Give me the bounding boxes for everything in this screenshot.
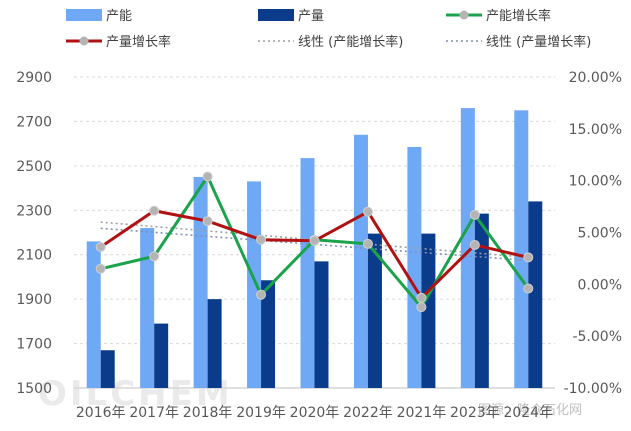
y-left-tick-label: 1500: [16, 381, 52, 397]
bar-capacity: [407, 146, 422, 388]
y-right-tick-label: -5.00%: [572, 329, 622, 345]
point-capacity-growth: [256, 289, 267, 300]
point-output-growth: [309, 235, 320, 246]
bar-output: [207, 299, 222, 388]
point-capacity-growth: [469, 209, 480, 220]
bar-output: [100, 350, 115, 388]
bar-output: [367, 233, 382, 388]
legend-swatch: [66, 9, 102, 21]
axes: 1500 1700 1900 2100 2300 2500 2700 2900 -10.00% -…: [16, 70, 622, 421]
bar-capacity: [353, 134, 368, 388]
y-right-tick-label: 5.00%: [578, 226, 622, 242]
y-left-tick-label: 1900: [16, 292, 52, 308]
bar-capacity: [460, 108, 475, 388]
x-tick-label: 2017年: [129, 405, 179, 421]
point-capacity-growth: [416, 302, 427, 313]
legend-item: 产能增长率: [446, 8, 551, 24]
point-output-growth: [523, 252, 534, 263]
bar-output: [261, 280, 276, 388]
legend-item: 线性 (产量增长率): [446, 34, 591, 50]
point-output-growth: [149, 205, 160, 216]
bar-output: [528, 201, 543, 388]
bar-output: [421, 233, 436, 388]
legend-label: 线性 (产量增长率): [486, 34, 591, 50]
trendline-output-growth: [100, 227, 529, 262]
legend-item: 产能: [66, 9, 132, 24]
legend-label: 产能增长率: [486, 8, 551, 24]
legend-label: 产量增长率: [106, 34, 171, 50]
y-left-tick-label: 2100: [16, 248, 52, 264]
point-capacity-growth: [149, 251, 160, 262]
point-output-growth: [202, 216, 213, 227]
y-right-tick-label: 20.00%: [569, 70, 622, 86]
watermark-source: 图源：隆众石化网: [478, 403, 582, 418]
point-output-growth: [416, 292, 427, 303]
point-output-growth: [95, 242, 106, 253]
legend-item: 线性 (产能增长率): [258, 34, 403, 50]
y-left-tick-label: 2500: [16, 159, 52, 175]
bar-capacity: [247, 181, 262, 388]
legend-label: 产量: [298, 9, 324, 24]
bar-capacity: [514, 110, 529, 389]
y-right-tick-label: 10.00%: [569, 174, 622, 190]
legend-label: 产能: [106, 9, 132, 24]
bar-output: [314, 261, 329, 388]
legend-marker: [459, 10, 469, 20]
x-tick-label: 2021年: [397, 405, 447, 421]
point-capacity-growth: [523, 283, 534, 294]
y-left-tick-label: 2700: [16, 114, 52, 130]
y-left-tick-label: 2300: [16, 203, 52, 219]
y-left-tick-label: 2900: [16, 70, 52, 86]
point-capacity-growth: [362, 238, 373, 249]
bar-output: [154, 323, 169, 388]
x-tick-label: 2019年: [236, 405, 286, 421]
x-tick-label: 2016年: [76, 405, 126, 421]
x-tick-label: 2020年: [290, 405, 340, 421]
point-capacity-growth: [95, 263, 106, 274]
bar-capacity: [300, 158, 315, 388]
bar-output: [474, 213, 489, 388]
legend-label: 线性 (产能增长率): [298, 34, 403, 50]
point-output-growth: [256, 234, 267, 245]
bar-capacity: [193, 176, 208, 388]
bar-capacity: [140, 228, 155, 388]
point-output-growth: [469, 239, 480, 250]
x-tick-label: 2018年: [183, 405, 233, 421]
point-output-growth: [362, 206, 373, 217]
lines: [95, 171, 534, 313]
x-tick-label: 2024年: [503, 405, 553, 421]
legend-marker: [79, 36, 89, 46]
x-tick-label: 2023年: [450, 405, 500, 421]
point-capacity-growth: [202, 171, 213, 182]
x-tick-label: 2022年: [343, 405, 393, 421]
y-left-tick-label: 1700: [16, 337, 52, 353]
y-right-tick-label: 0.00%: [578, 277, 622, 293]
y-right-tick-label: -10.00%: [564, 381, 622, 397]
legend-item: 产量增长率: [66, 34, 171, 50]
y-right-tick-label: 15.00%: [569, 122, 622, 138]
legend-item: 产量: [258, 9, 324, 24]
legend-swatch: [258, 9, 294, 21]
bar-capacity: [86, 241, 101, 388]
